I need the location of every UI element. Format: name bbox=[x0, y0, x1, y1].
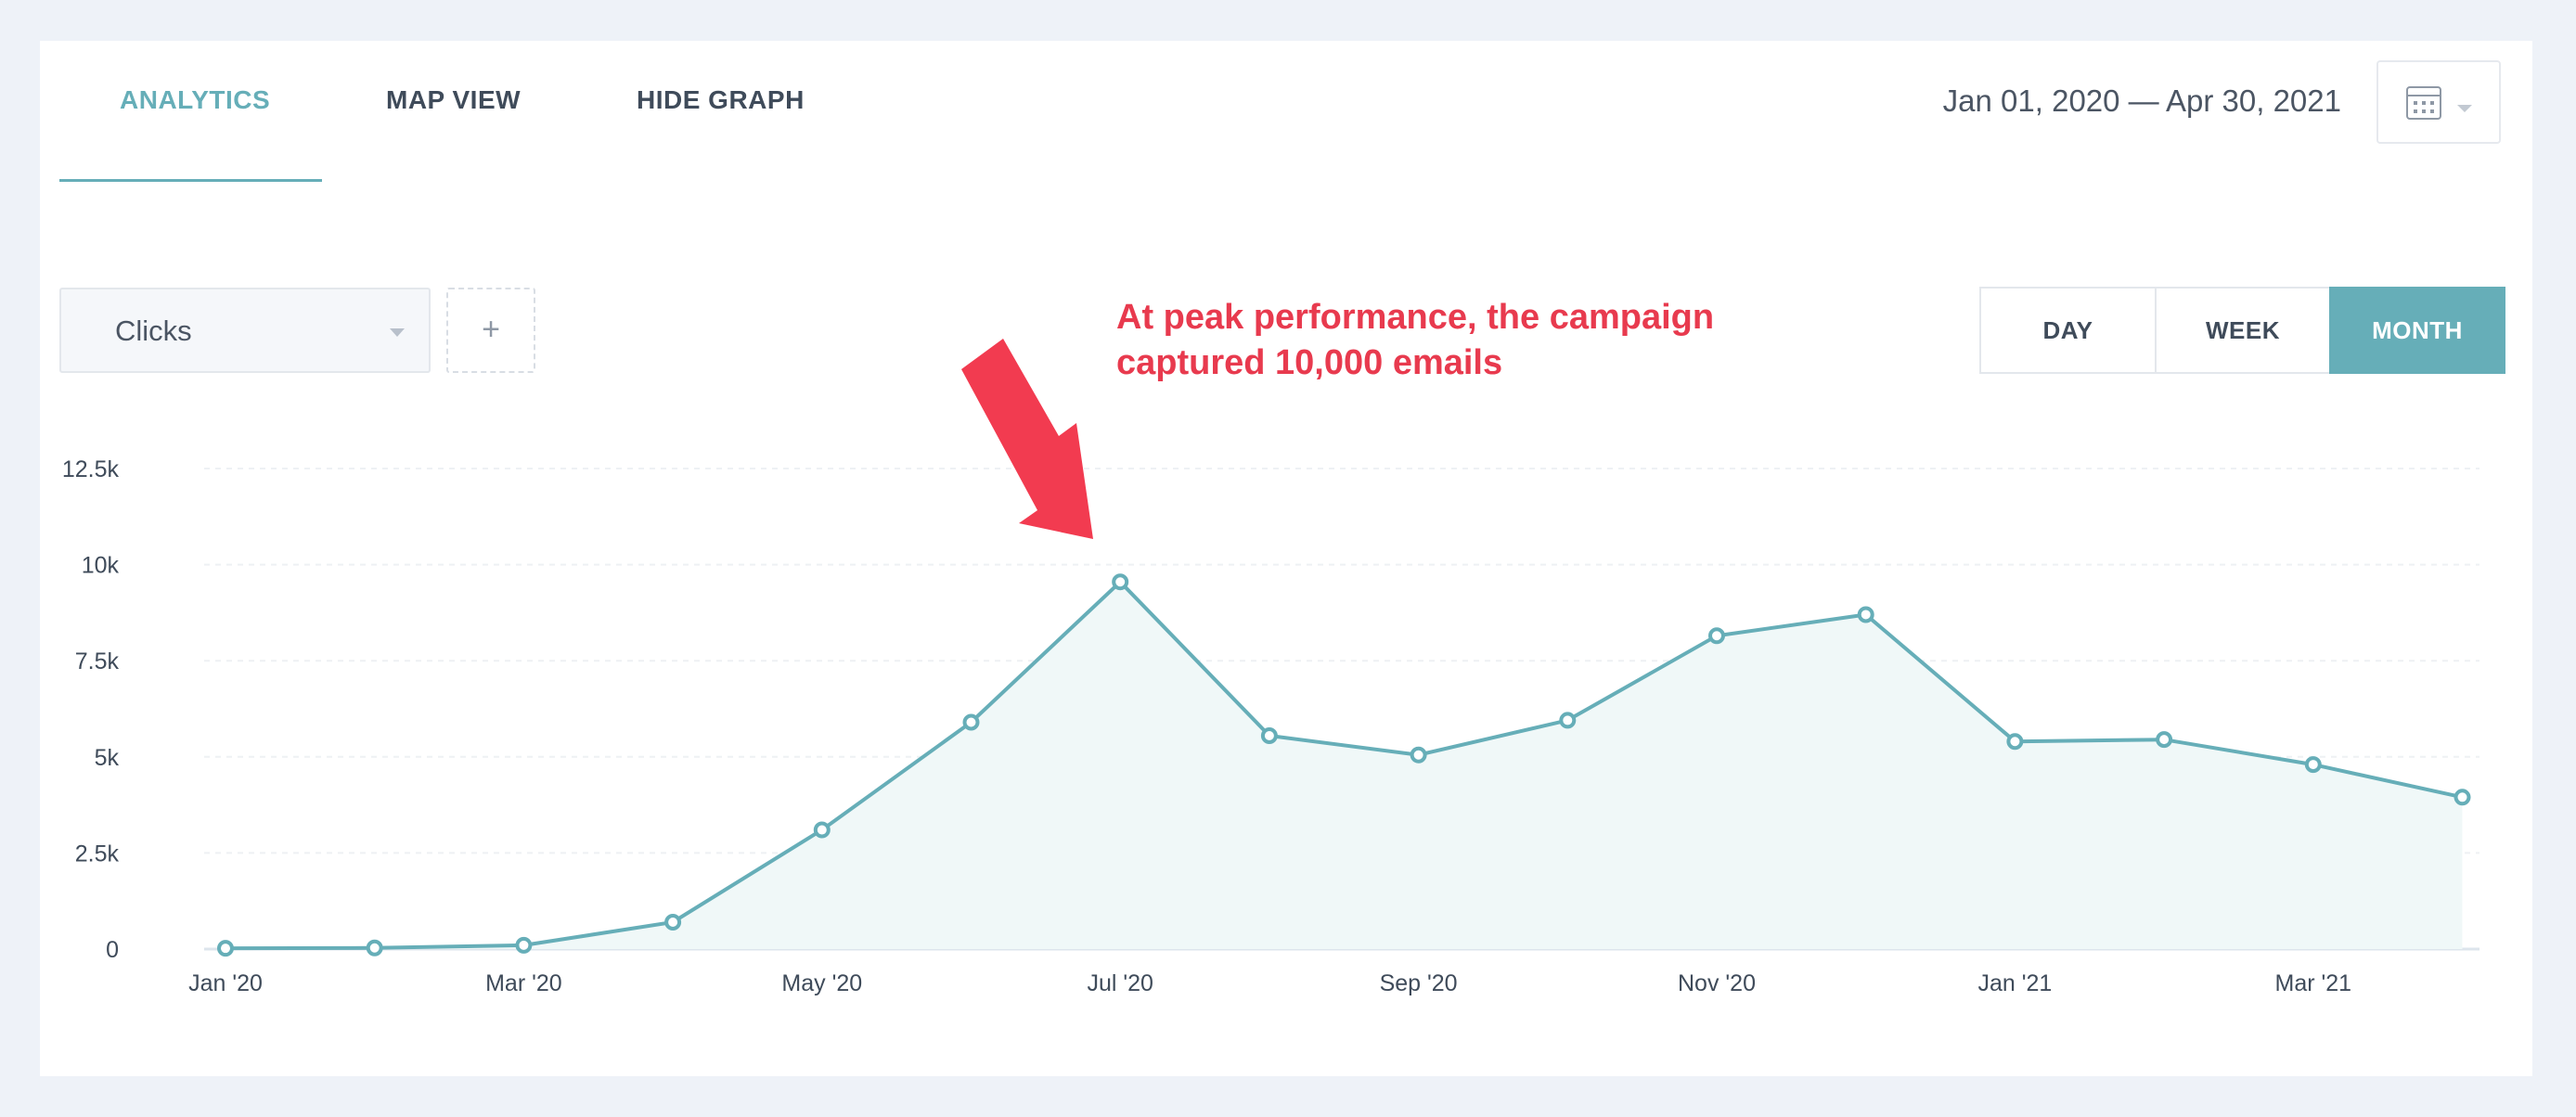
data-point[interactable] bbox=[217, 940, 234, 957]
period-week-button[interactable]: WEEK bbox=[2155, 287, 2331, 374]
date-range-label: Jan 01, 2020 — Apr 30, 2021 bbox=[1942, 83, 2341, 118]
annotation-line-2: captured 10,000 emails bbox=[1116, 343, 1503, 382]
data-point[interactable] bbox=[366, 939, 383, 957]
x-tick-label: Jul '20 bbox=[1087, 970, 1153, 996]
x-tick-label: Nov '20 bbox=[1678, 970, 1756, 996]
series-line bbox=[225, 579, 2463, 951]
y-tick-label: 2.5k bbox=[75, 841, 120, 867]
data-point[interactable] bbox=[2156, 731, 2173, 749]
annotation-arrow bbox=[961, 339, 1093, 539]
y-tick-label: 5k bbox=[95, 745, 120, 771]
tab-hide-graph[interactable]: HIDE GRAPH bbox=[637, 85, 805, 114]
data-point[interactable] bbox=[813, 821, 831, 839]
y-tick-label: 10k bbox=[82, 553, 120, 579]
annotation-line-1: At peak performance, the campaign bbox=[1116, 298, 1715, 337]
metric-select-value: Clicks bbox=[115, 315, 192, 347]
period-day-button[interactable]: DAY bbox=[1979, 287, 2157, 374]
x-tick-label: May '20 bbox=[781, 970, 862, 996]
metric-select[interactable]: Clicks bbox=[59, 288, 431, 373]
calendar-icon bbox=[2406, 86, 2472, 120]
period-month-button[interactable]: MONTH bbox=[2329, 287, 2505, 374]
add-metric-button[interactable]: + bbox=[446, 288, 535, 373]
data-point[interactable] bbox=[664, 913, 682, 931]
data-point[interactable] bbox=[1112, 573, 1129, 591]
data-point[interactable] bbox=[2006, 733, 2024, 751]
y-tick-label: 12.5k bbox=[62, 456, 120, 482]
data-point[interactable] bbox=[1260, 727, 1278, 745]
data-point[interactable] bbox=[1559, 712, 1577, 729]
peak-annotation: At peak performance, the campaign captur… bbox=[1116, 295, 1822, 386]
x-tick-label: Sep '20 bbox=[1380, 970, 1458, 996]
data-point[interactable] bbox=[1410, 746, 1427, 764]
data-point[interactable] bbox=[962, 713, 980, 731]
x-tick-label: Jan '21 bbox=[1977, 970, 2052, 996]
tab-analytics[interactable]: ANALYTICS bbox=[120, 85, 271, 114]
data-point[interactable] bbox=[2454, 789, 2471, 806]
y-tick-label: 0 bbox=[106, 937, 119, 963]
x-tick-label: Mar '21 bbox=[2275, 970, 2352, 996]
data-point[interactable] bbox=[1857, 606, 1874, 623]
x-tick-label: Mar '20 bbox=[485, 970, 562, 996]
tab-map-view[interactable]: MAP VIEW bbox=[386, 85, 522, 114]
y-tick-label: 7.5k bbox=[75, 648, 120, 674]
x-tick-label: Jan '20 bbox=[188, 970, 263, 996]
data-point[interactable] bbox=[2304, 756, 2322, 774]
chevron-down-icon bbox=[2457, 105, 2472, 112]
chevron-down-icon bbox=[390, 328, 405, 337]
calendar-dropdown-button[interactable] bbox=[2376, 60, 2501, 144]
data-point[interactable] bbox=[515, 936, 533, 954]
series-area bbox=[225, 582, 2463, 949]
data-point[interactable] bbox=[1708, 627, 1725, 645]
active-tab-indicator bbox=[59, 179, 322, 182]
